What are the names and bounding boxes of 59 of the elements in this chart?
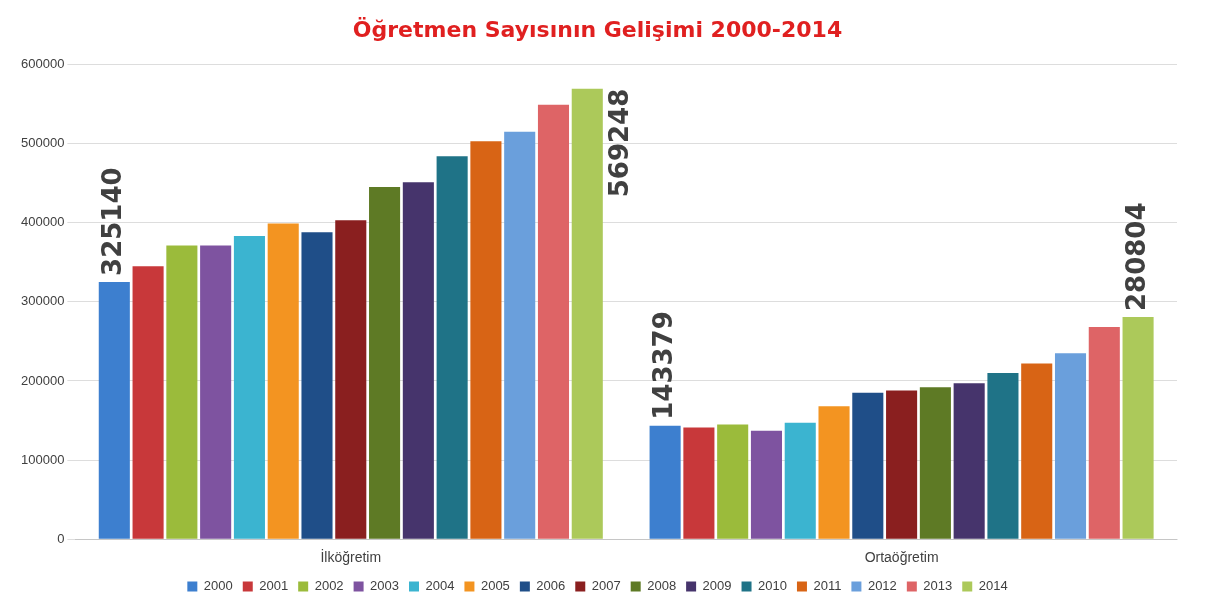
bar bbox=[504, 131, 536, 539]
legend-label: 2008 bbox=[647, 578, 677, 594]
bar bbox=[717, 424, 749, 539]
bar bbox=[1088, 327, 1120, 539]
bar bbox=[537, 104, 570, 539]
bar bbox=[402, 182, 434, 539]
bar bbox=[200, 245, 232, 539]
bar bbox=[98, 281, 130, 539]
legend-label: 2009 bbox=[702, 578, 732, 594]
bar bbox=[571, 88, 603, 539]
y-tick-label: 500000 bbox=[20, 135, 65, 151]
bar bbox=[818, 406, 850, 539]
bar bbox=[267, 223, 299, 539]
legend-label: 2002 bbox=[314, 578, 344, 594]
y-tick-label: 200000 bbox=[20, 372, 65, 388]
bar bbox=[233, 236, 265, 539]
y-tick-label: 100000 bbox=[20, 451, 65, 467]
bar bbox=[784, 422, 816, 539]
data-label: 143379 bbox=[647, 311, 678, 420]
data-label: 280804 bbox=[1120, 202, 1151, 311]
bar bbox=[886, 390, 918, 539]
y-tick-label: 0 bbox=[57, 530, 65, 546]
bar bbox=[953, 383, 985, 539]
bar bbox=[987, 373, 1019, 539]
y-tick-label: 300000 bbox=[20, 293, 65, 309]
bar bbox=[750, 430, 782, 539]
bar bbox=[166, 245, 198, 539]
legend-label: 2011 bbox=[813, 578, 842, 594]
bar bbox=[919, 387, 951, 539]
bar bbox=[683, 427, 715, 539]
bar bbox=[649, 425, 681, 539]
legend-label: 2001 bbox=[259, 578, 289, 594]
bar bbox=[132, 266, 164, 539]
bar bbox=[436, 156, 468, 539]
bar bbox=[301, 232, 333, 539]
legend-label: 2004 bbox=[425, 578, 455, 594]
bar bbox=[470, 141, 502, 539]
legend-label: 2000 bbox=[203, 578, 233, 594]
legend-label: 2003 bbox=[370, 578, 400, 594]
legend-label: 2012 bbox=[867, 578, 897, 594]
y-tick-label: 400000 bbox=[20, 214, 65, 230]
legend-label: 2014 bbox=[978, 578, 1008, 594]
bar bbox=[1122, 316, 1154, 539]
legend-label: 2005 bbox=[480, 578, 510, 594]
chart-title: Öğretmen Sayısının Gelişimi 2000-2014 bbox=[352, 16, 843, 42]
legend-label: 2010 bbox=[758, 578, 787, 594]
y-tick-label: 600000 bbox=[20, 55, 65, 71]
bar bbox=[1054, 353, 1087, 539]
data-label: 569248 bbox=[603, 88, 634, 198]
legend-label: 2007 bbox=[591, 578, 621, 594]
bar bbox=[1021, 363, 1053, 539]
bar bbox=[335, 220, 367, 539]
bar bbox=[369, 187, 401, 539]
x-tick-label: Ortaöğretim bbox=[864, 549, 939, 566]
data-label: 325140 bbox=[97, 167, 128, 276]
bar bbox=[852, 392, 884, 539]
legend-label: 2006 bbox=[536, 578, 566, 594]
x-tick-label: İlköğretim bbox=[320, 548, 382, 566]
legend-label: 2013 bbox=[923, 578, 953, 594]
